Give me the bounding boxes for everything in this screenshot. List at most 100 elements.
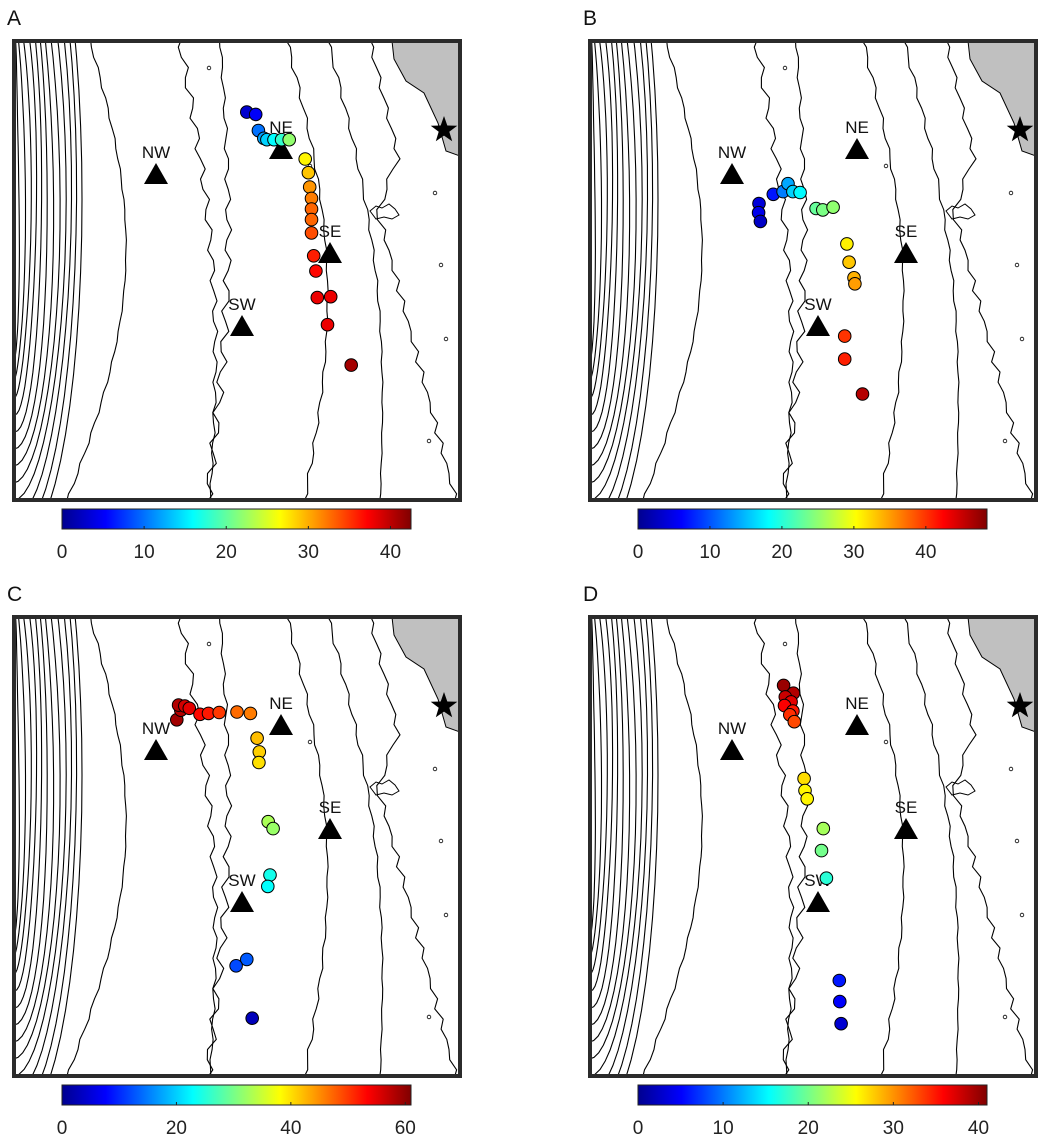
colorbar-gradient	[61, 508, 412, 530]
bathymetry-contour	[14, 41, 61, 484]
islet-dot	[1008, 766, 1014, 772]
bathymetry-contour	[625, 617, 659, 1076]
colorbar-tick-label: 40	[380, 542, 401, 563]
triangle-icon	[269, 714, 293, 735]
star-icon	[430, 116, 458, 142]
colorbar-tick-label: 40	[915, 542, 936, 563]
bathymetry-contour	[31, 617, 73, 1076]
data-point	[309, 264, 323, 278]
bathymetry-contour	[861, 41, 905, 500]
bathymetry-contour	[590, 617, 637, 1060]
bathymetry-contour	[903, 617, 960, 1076]
data-point	[245, 1011, 259, 1026]
star-icon	[1006, 116, 1034, 142]
colorbar-tick-label: 0	[633, 1118, 644, 1139]
colorbar-tick-label: 30	[883, 1118, 904, 1139]
bathymetry-contour	[14, 41, 48, 450]
colorbar-tick-label: 10	[134, 542, 155, 563]
island-outline	[945, 203, 976, 220]
islet-dot	[307, 739, 313, 745]
bathymetry-contour	[590, 41, 631, 467]
colorbar-tick-label: 0	[57, 542, 68, 563]
islet-dot	[438, 838, 444, 844]
bathymetry-contour	[590, 617, 624, 1026]
triangle-icon	[720, 163, 744, 184]
islet-dot	[206, 641, 212, 647]
data-point	[304, 212, 319, 227]
bathymetry-contour	[753, 617, 795, 1076]
triangle-icon	[894, 242, 918, 263]
bathymetry-contour	[14, 617, 43, 1009]
data-point	[306, 249, 321, 263]
triangle-icon	[894, 818, 918, 839]
colorbar-gradient	[637, 508, 988, 530]
map-frame	[12, 615, 462, 1078]
bathymetry-contour	[590, 41, 624, 450]
islet-dot	[782, 641, 788, 647]
colorbar-tick-label: 20	[798, 1118, 819, 1139]
data-point	[304, 226, 319, 240]
star-icon	[1006, 692, 1034, 718]
coastline	[782, 41, 1036, 500]
bathymetry-contour	[41, 41, 78, 500]
bathymetry-contour	[903, 41, 960, 500]
colorbar-tick-label: 60	[395, 1118, 416, 1139]
site-label-sw: SW	[228, 295, 255, 314]
data-points	[751, 176, 870, 401]
data-point	[826, 200, 840, 214]
site-label-ne: NE	[845, 118, 869, 137]
data-point	[250, 731, 264, 745]
data-point	[840, 237, 854, 251]
data-point	[787, 714, 802, 729]
data-point	[793, 185, 807, 200]
data-point	[833, 994, 847, 1009]
data-point	[230, 705, 244, 719]
data-point	[248, 107, 263, 122]
data-point	[837, 329, 852, 343]
bathymetry-contour	[14, 617, 32, 975]
data-points	[776, 678, 848, 1031]
islet-dot	[1002, 438, 1008, 444]
bathymetry-contour	[49, 41, 83, 500]
data-point	[344, 358, 359, 372]
bathymetry-contour	[31, 41, 73, 500]
triangle-icon	[144, 163, 168, 184]
colorbar-tick-label: 0	[633, 542, 644, 563]
islet-dot	[432, 190, 438, 196]
contour-layer	[590, 617, 960, 1076]
site-label-nw: NW	[718, 719, 746, 738]
colorbar-gradient	[61, 1084, 412, 1106]
triangle-icon	[720, 739, 744, 760]
triangle-icon	[144, 739, 168, 760]
bathymetry-contour	[590, 617, 596, 940]
bathymetry-contour	[66, 41, 127, 500]
bathymetry-contour	[206, 41, 233, 500]
panel-b: B NW NE SW SE 0 10 20 30 40	[583, 7, 1038, 563]
site-label-ne: NE	[269, 694, 293, 713]
islet-dot	[1014, 838, 1020, 844]
bathymetry-contour	[590, 41, 637, 484]
map-frame	[12, 39, 462, 502]
data-point	[282, 132, 297, 147]
bathymetry-contour	[625, 41, 659, 500]
bathymetry-contour	[642, 617, 703, 1076]
bathymetry-contour	[590, 617, 643, 1076]
colorbar-tick-label: 40	[968, 1118, 989, 1139]
site-label-nw: NW	[142, 143, 170, 162]
bathymetry-contour	[66, 617, 127, 1076]
coastline	[206, 617, 460, 1076]
data-point	[302, 180, 317, 194]
site-label-se: SE	[895, 222, 918, 241]
site-label-ne: NE	[269, 118, 293, 137]
colorbar-tick-label: 20	[771, 542, 792, 563]
islet-dot	[206, 65, 212, 71]
bathymetry-contour	[285, 617, 329, 1076]
triangle-icon	[806, 891, 830, 912]
islet-dot	[443, 336, 449, 342]
data-point	[814, 843, 829, 858]
bathymetry-contour	[590, 41, 643, 500]
data-point	[298, 152, 313, 166]
coastline-path	[370, 41, 458, 500]
